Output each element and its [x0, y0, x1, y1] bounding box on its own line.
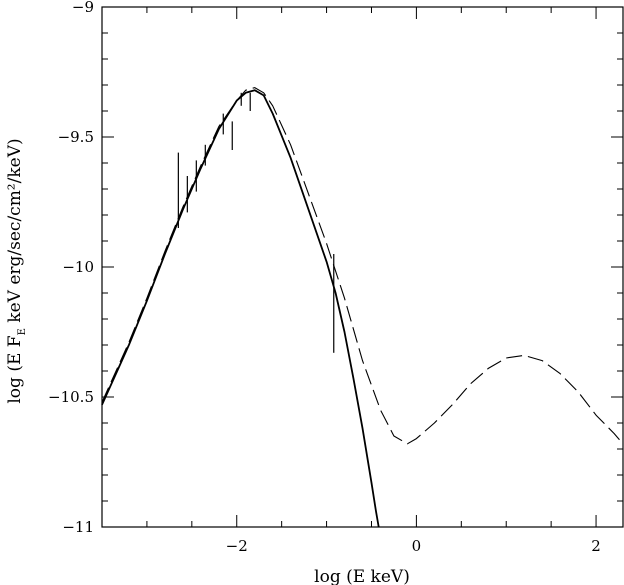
y-tick-label: −9.5: [58, 128, 94, 146]
series-layer: [101, 87, 624, 528]
y-axis-label-prefix: log (E F: [5, 335, 25, 403]
y-axis-label-subscript: E: [17, 328, 28, 335]
y-axis-label: log (E FE keV erg/sec/cm²/keV): [5, 138, 28, 403]
y-tick-label: −10: [62, 258, 94, 276]
minor-ticks: [101, 7, 623, 527]
tick-labels: −2 0 2 −9 −9.5 −10 −10.5 −11: [48, 0, 601, 555]
y-tick-label: −10.5: [48, 388, 94, 406]
major-ticks: [102, 6, 623, 528]
y-tick-label: −9: [72, 0, 94, 16]
x-axis-label: log (E keV): [314, 567, 410, 585]
x-tick-label: −2: [226, 537, 248, 555]
error-bars: [177, 92, 335, 353]
y-tick-label: −11: [62, 518, 94, 536]
x-tick-label: 2: [591, 537, 601, 555]
x-tick-label: 0: [412, 537, 422, 555]
y-axis-label-suffix: keV erg/sec/cm²/keV): [5, 138, 25, 328]
dashed-model-curve: [101, 87, 624, 445]
solid-model-curve: [101, 89, 380, 528]
plot-frame: [101, 6, 624, 528]
